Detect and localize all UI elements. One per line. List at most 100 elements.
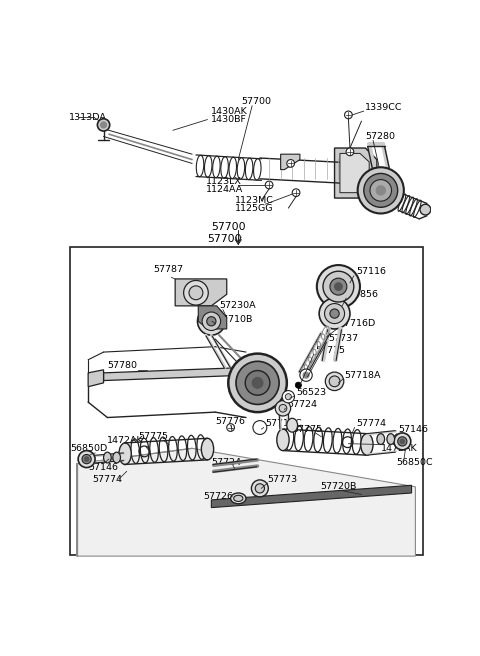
Ellipse shape bbox=[277, 429, 289, 451]
Text: 56523: 56523 bbox=[296, 388, 326, 397]
Polygon shape bbox=[281, 154, 300, 170]
Circle shape bbox=[184, 281, 208, 305]
Circle shape bbox=[252, 480, 268, 497]
Polygon shape bbox=[211, 485, 411, 508]
Circle shape bbox=[82, 455, 91, 464]
Ellipse shape bbox=[377, 434, 384, 445]
Text: 1339CC: 1339CC bbox=[365, 103, 403, 112]
Text: 56850C: 56850C bbox=[396, 458, 433, 466]
Circle shape bbox=[300, 369, 312, 381]
Text: 57146: 57146 bbox=[88, 463, 118, 472]
Polygon shape bbox=[175, 279, 227, 306]
Ellipse shape bbox=[234, 495, 243, 501]
Circle shape bbox=[227, 424, 234, 432]
Text: 57710B: 57710B bbox=[217, 316, 253, 324]
Circle shape bbox=[252, 377, 263, 388]
Text: 57700: 57700 bbox=[207, 234, 242, 244]
Text: 57775: 57775 bbox=[292, 424, 322, 434]
Circle shape bbox=[303, 372, 309, 379]
Circle shape bbox=[84, 457, 89, 461]
Ellipse shape bbox=[287, 419, 298, 432]
Circle shape bbox=[245, 371, 270, 395]
Circle shape bbox=[330, 278, 347, 295]
Circle shape bbox=[317, 265, 360, 308]
Text: 57700: 57700 bbox=[211, 222, 246, 232]
Text: 57724: 57724 bbox=[211, 458, 241, 466]
Circle shape bbox=[265, 181, 273, 189]
Circle shape bbox=[100, 122, 107, 128]
Circle shape bbox=[279, 405, 287, 412]
Text: 56856: 56856 bbox=[348, 290, 378, 299]
Circle shape bbox=[78, 451, 95, 468]
Ellipse shape bbox=[119, 443, 131, 464]
Circle shape bbox=[255, 483, 264, 493]
Bar bbox=[71, 247, 423, 554]
Circle shape bbox=[346, 148, 354, 155]
Circle shape bbox=[329, 376, 340, 387]
Polygon shape bbox=[77, 448, 415, 556]
Circle shape bbox=[189, 286, 203, 300]
Text: 1430AK: 1430AK bbox=[211, 106, 248, 115]
Text: 1472AK: 1472AK bbox=[108, 436, 144, 445]
Text: 57713C: 57713C bbox=[265, 419, 302, 428]
Text: 57280: 57280 bbox=[365, 132, 396, 141]
Ellipse shape bbox=[104, 452, 111, 463]
Text: 57715: 57715 bbox=[315, 346, 345, 355]
Circle shape bbox=[319, 298, 350, 329]
Circle shape bbox=[228, 354, 287, 412]
Text: 1123LX: 1123LX bbox=[206, 176, 242, 186]
Circle shape bbox=[358, 167, 404, 213]
Text: 57716D: 57716D bbox=[338, 319, 376, 328]
Ellipse shape bbox=[361, 434, 373, 455]
Text: 57775: 57775 bbox=[138, 432, 168, 441]
Circle shape bbox=[364, 173, 398, 207]
Circle shape bbox=[325, 372, 344, 390]
Text: 57726: 57726 bbox=[204, 493, 234, 501]
Polygon shape bbox=[198, 306, 227, 329]
Circle shape bbox=[285, 394, 291, 400]
Text: 57780: 57780 bbox=[108, 361, 137, 371]
Text: 1124AA: 1124AA bbox=[206, 185, 243, 194]
Circle shape bbox=[202, 312, 221, 331]
Circle shape bbox=[236, 361, 279, 405]
Circle shape bbox=[97, 119, 110, 131]
Text: 57230A: 57230A bbox=[219, 301, 256, 310]
Text: 57773: 57773 bbox=[267, 475, 298, 483]
Text: 57146: 57146 bbox=[398, 425, 429, 434]
Polygon shape bbox=[335, 148, 377, 198]
Circle shape bbox=[287, 159, 295, 167]
Circle shape bbox=[376, 186, 385, 195]
Circle shape bbox=[275, 401, 291, 416]
Text: 57776: 57776 bbox=[215, 417, 245, 426]
Polygon shape bbox=[88, 370, 104, 387]
Circle shape bbox=[324, 304, 345, 323]
Circle shape bbox=[197, 308, 225, 335]
Text: 1430BF: 1430BF bbox=[211, 115, 247, 124]
Circle shape bbox=[400, 439, 405, 443]
Text: 1313DA: 1313DA bbox=[69, 113, 107, 122]
Ellipse shape bbox=[113, 452, 120, 463]
Circle shape bbox=[330, 309, 339, 318]
Circle shape bbox=[394, 433, 411, 450]
Text: 57116: 57116 bbox=[356, 267, 386, 276]
Text: 57787: 57787 bbox=[154, 265, 183, 274]
Circle shape bbox=[292, 189, 300, 197]
Text: 57718A: 57718A bbox=[345, 371, 381, 380]
Circle shape bbox=[345, 111, 352, 119]
Text: 56850D: 56850D bbox=[71, 444, 108, 453]
Ellipse shape bbox=[201, 438, 214, 460]
Polygon shape bbox=[104, 367, 246, 380]
Circle shape bbox=[370, 180, 392, 201]
Circle shape bbox=[335, 283, 342, 291]
Ellipse shape bbox=[387, 434, 395, 445]
Circle shape bbox=[420, 204, 431, 215]
Text: 57700: 57700 bbox=[241, 97, 271, 106]
Text: 57737: 57737 bbox=[328, 334, 359, 342]
Circle shape bbox=[207, 317, 216, 326]
Circle shape bbox=[398, 437, 407, 446]
Text: 57774: 57774 bbox=[356, 419, 386, 428]
Circle shape bbox=[323, 271, 354, 302]
Text: 1472AK: 1472AK bbox=[381, 444, 418, 453]
Circle shape bbox=[253, 420, 267, 434]
Text: 1125GG: 1125GG bbox=[235, 205, 274, 213]
